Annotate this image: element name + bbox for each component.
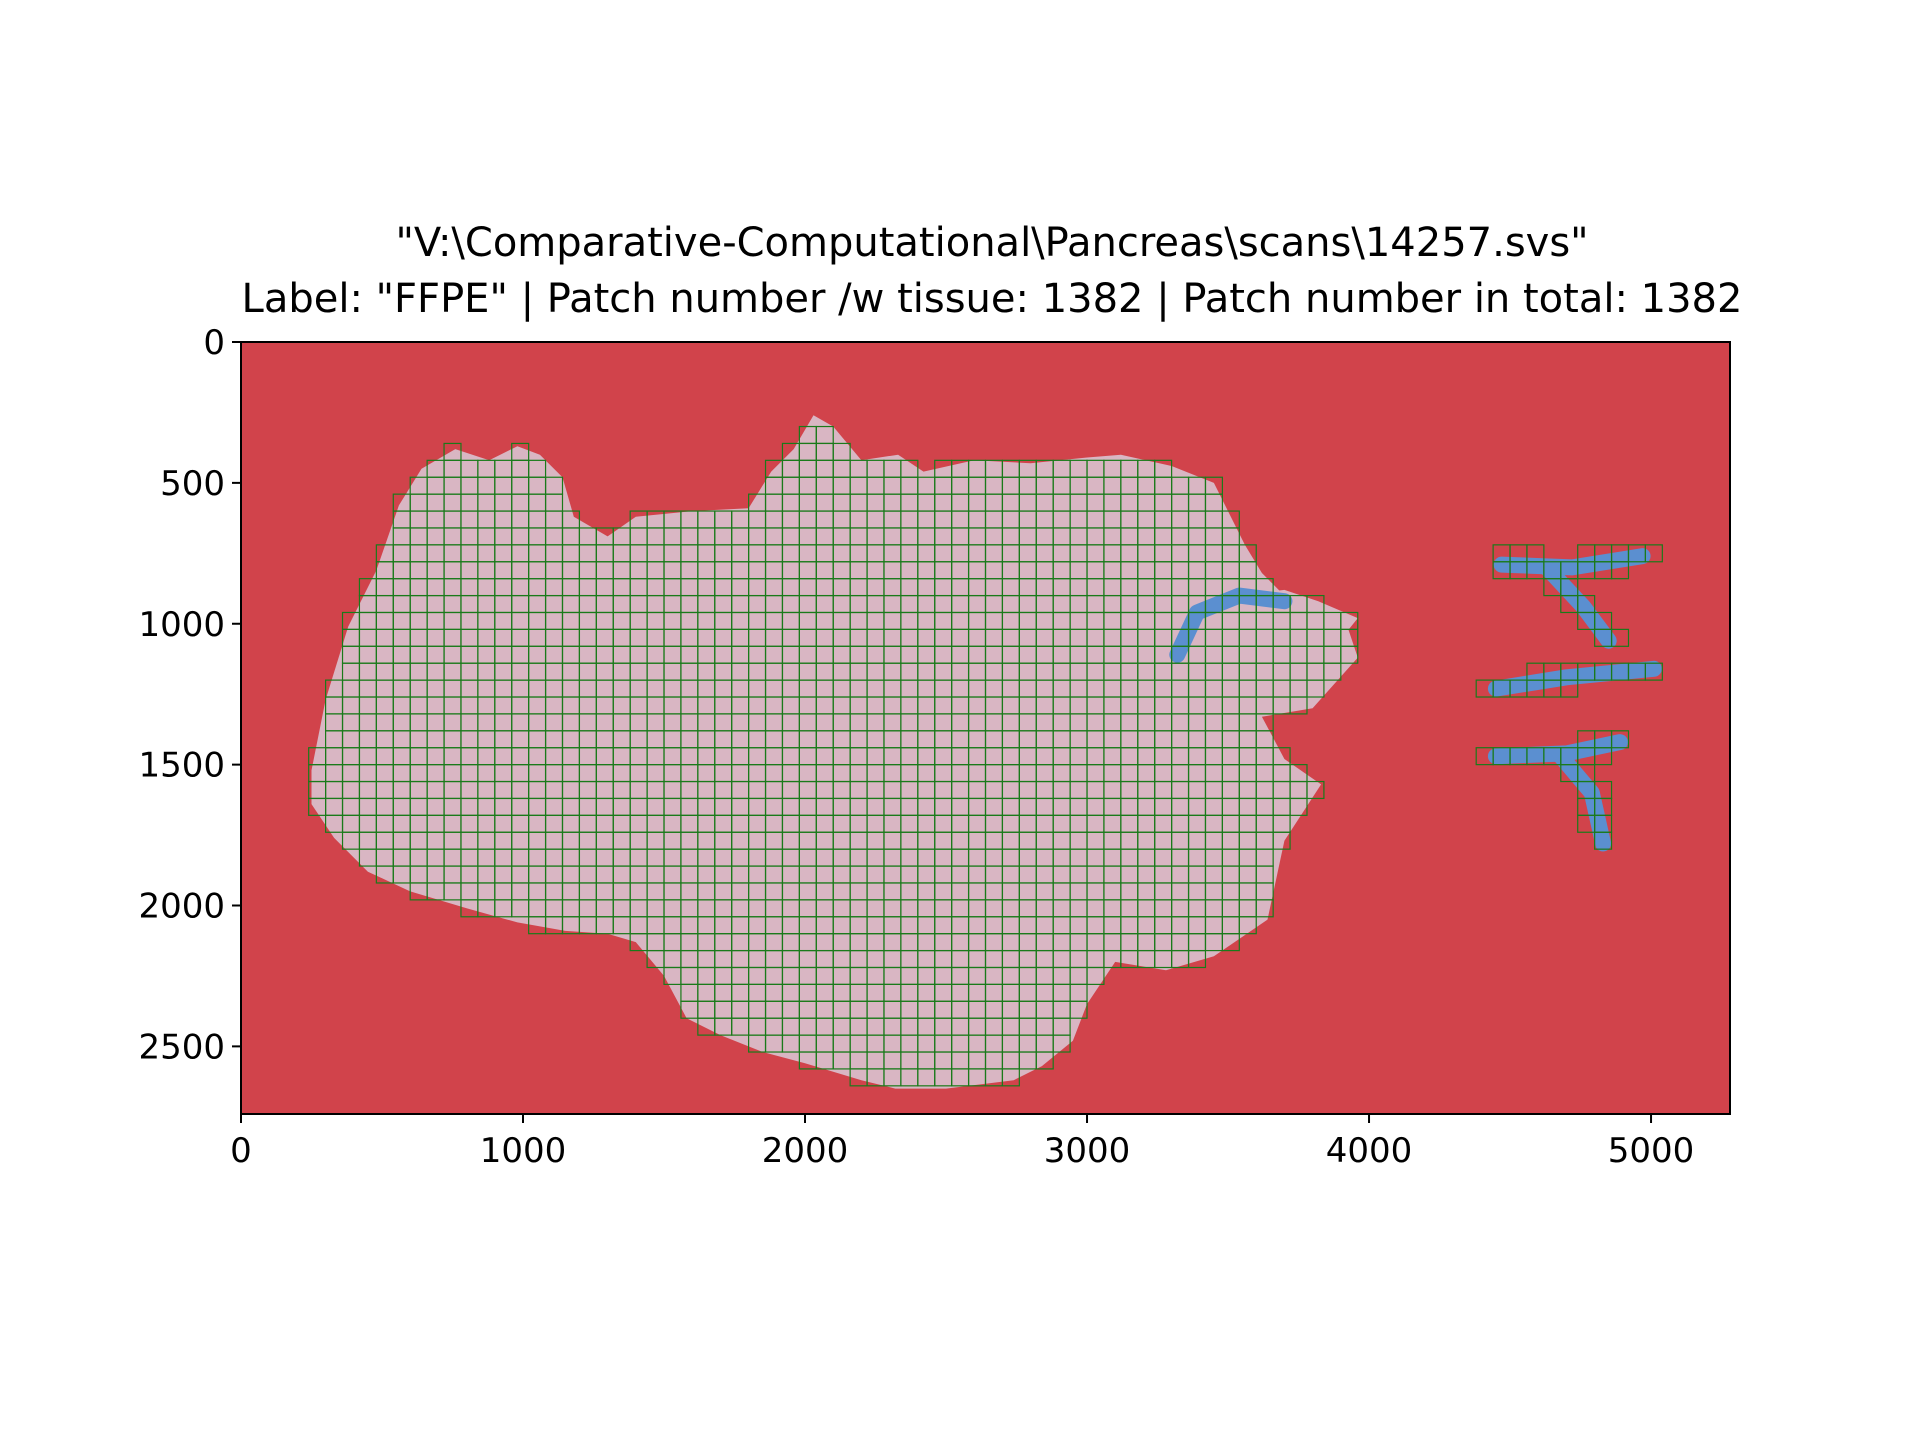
x-tick-label: 4000 (1326, 1131, 1413, 1171)
y-axis: 0 500 1000 1500 2000 2500 (138, 323, 241, 1067)
y-tick-label: 1500 (138, 746, 225, 786)
patch-cell (1610, 561, 1630, 580)
x-tick-label: 1000 (480, 1131, 567, 1171)
patch-cell (1069, 1000, 1088, 1019)
patch-cell (1644, 544, 1663, 563)
patch-cell (1238, 916, 1257, 935)
patch-cell (1001, 1068, 1020, 1087)
plot-area (240, 341, 1731, 1115)
patch-cell (1323, 662, 1342, 681)
patch-cell (1594, 831, 1613, 850)
x-tick-label: 3000 (1044, 1131, 1131, 1171)
x-tick-label: 2000 (762, 1131, 849, 1171)
patch-cell (1052, 1034, 1071, 1053)
y-tick-label: 1000 (138, 605, 225, 645)
y-tick-label: 2000 (138, 887, 225, 927)
patch-cell (1306, 679, 1325, 698)
patch-cell (1187, 949, 1207, 969)
patch-cell (1086, 966, 1105, 985)
patch-grid (308, 425, 1663, 1087)
patch-cell (1644, 662, 1663, 681)
figure-title-line1: "V:\Comparative-Computational\Pancreas\s… (395, 220, 1588, 266)
patch-cell (1560, 679, 1579, 698)
patch-cell (1289, 797, 1308, 816)
marker-stroke-5 (1552, 748, 1612, 852)
x-tick-label: 5000 (1608, 1131, 1695, 1171)
patch-cell (1594, 747, 1613, 766)
x-axis: 0 1000 2000 3000 4000 5000 (230, 1114, 1694, 1171)
patch-cell (1255, 899, 1274, 918)
patch-cell (1289, 696, 1308, 715)
patch-cell (1221, 933, 1240, 952)
marker-stroke-3 (1487, 660, 1662, 697)
y-tick-label: 500 (160, 464, 225, 504)
patch-cell (1272, 831, 1291, 850)
figure-title-line2: Label: "FFPE" | Patch number /w tissue: … (242, 276, 1743, 322)
y-tick-label: 2500 (138, 1027, 225, 1067)
patch-cell (1306, 780, 1325, 800)
patch-cell (1340, 645, 1359, 664)
patch-cell (1610, 730, 1630, 749)
axes-frame (240, 341, 1731, 1115)
patch-cell (1035, 1051, 1054, 1070)
marker-stroke-1 (1493, 548, 1651, 576)
main-tissue-region (311, 415, 1358, 1089)
x-tick-label: 0 (230, 1131, 252, 1171)
marker-stroke-6 (1169, 587, 1293, 663)
marker-ink (1169, 548, 1662, 852)
patch-cell (1610, 628, 1630, 647)
y-tick-label: 0 (203, 323, 225, 363)
